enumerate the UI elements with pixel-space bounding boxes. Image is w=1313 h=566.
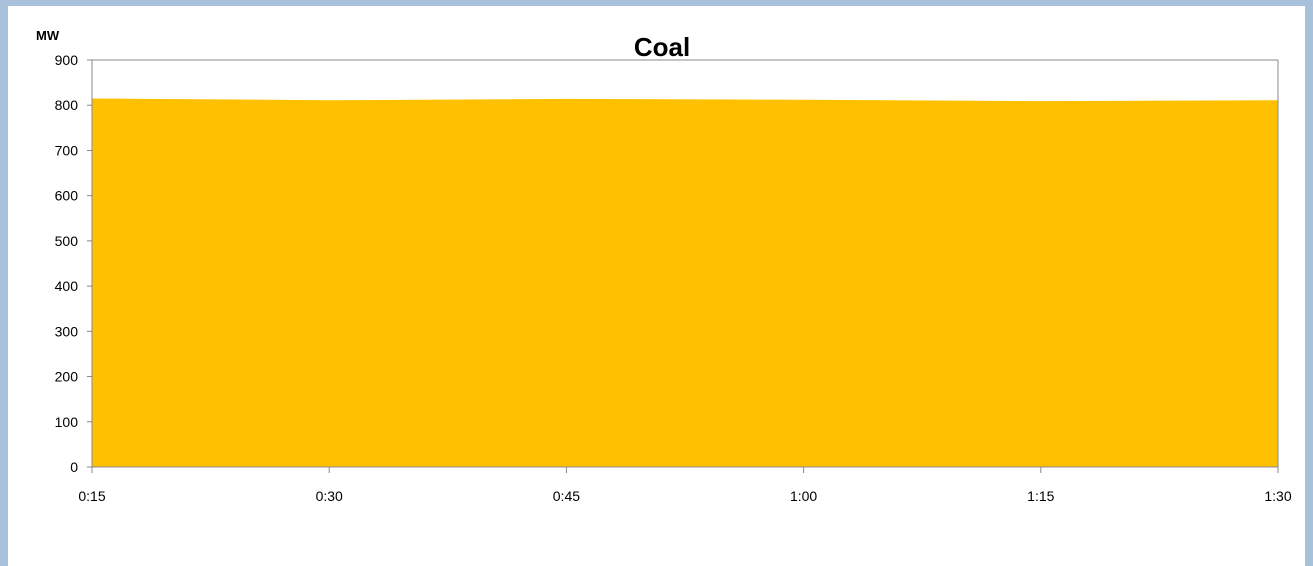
y-tick-label: 0 <box>70 459 78 475</box>
y-tick-label: 600 <box>55 188 79 204</box>
area-layer <box>92 98 1278 467</box>
y-tick-label: 100 <box>55 414 79 430</box>
x-tick-label: 1:15 <box>1027 488 1054 504</box>
x-axis: 0:15 0:30 0:45 1:00 1:15 1:30 <box>78 466 1292 504</box>
chart-title: Coal <box>634 32 690 62</box>
y-tick-label: 800 <box>55 97 79 113</box>
y-tick-label: 500 <box>55 233 79 249</box>
y-tick-label: 300 <box>55 323 79 339</box>
y-tick-label: 900 <box>55 52 79 68</box>
y-axis: 0 100 200 300 400 500 600 700 800 900 <box>55 52 93 475</box>
x-tick-label: 0:30 <box>316 488 343 504</box>
x-tick-label: 0:15 <box>78 488 105 504</box>
y-tick-label: 200 <box>55 369 79 385</box>
x-tick-label: 0:45 <box>553 488 580 504</box>
y-tick-label: 700 <box>55 142 79 158</box>
coal-area-series <box>92 98 1278 467</box>
y-tick-label: 400 <box>55 278 79 294</box>
x-tick-label: 1:00 <box>790 488 817 504</box>
y-axis-unit-label: MW <box>36 28 60 43</box>
x-tick-label: 1:30 <box>1264 488 1291 504</box>
